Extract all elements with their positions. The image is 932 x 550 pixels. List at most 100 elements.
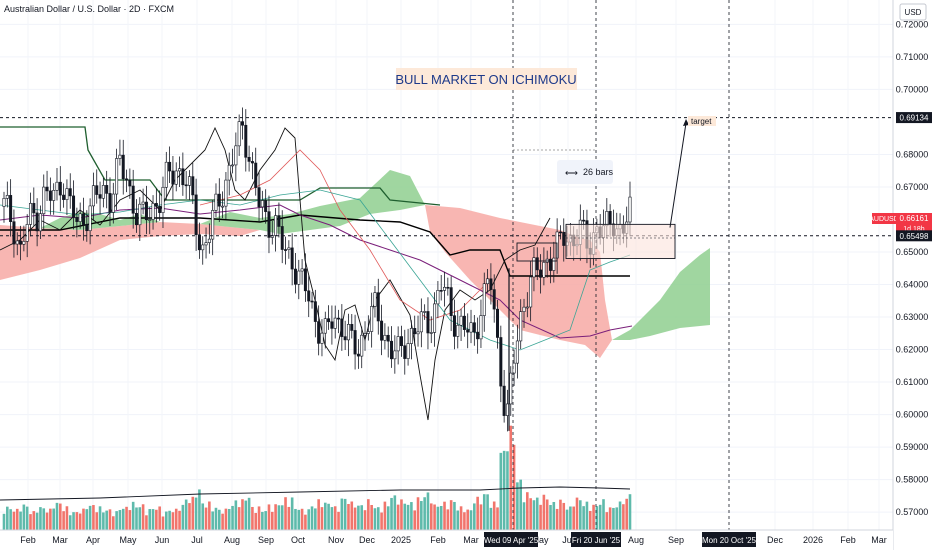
candle	[366, 331, 370, 334]
time-ticks: Feb Mar Apr May Jun Jul Aug Sep Oct Nov Dec 2025 Feb…	[20, 535, 887, 545]
candle	[390, 340, 394, 360]
price-tick-label: 0.72000	[896, 19, 929, 29]
volume-bar	[615, 507, 619, 530]
volume-bar	[373, 508, 377, 530]
volume-bar	[410, 502, 413, 530]
volume-bar	[231, 505, 234, 530]
volume-bar	[350, 501, 354, 530]
currency-button[interactable]	[899, 3, 927, 21]
candle	[187, 176, 191, 186]
candle	[12, 221, 16, 245]
candle	[290, 247, 294, 270]
volume-bar	[569, 506, 572, 530]
time-tick-label: Oct	[291, 535, 306, 545]
projection-box[interactable]	[565, 223, 676, 259]
volume-bar	[22, 504, 26, 530]
volume-bar	[65, 506, 69, 530]
consolidation-box[interactable]	[516, 242, 558, 262]
volume-bar	[161, 516, 165, 530]
cloud-red-1	[0, 222, 260, 280]
target-arrow[interactable]	[669, 122, 687, 228]
candle	[469, 322, 473, 333]
volume-bar	[211, 511, 214, 530]
volume-bar	[75, 512, 79, 530]
price-tick-label: 0.60000	[896, 410, 929, 420]
candle	[363, 333, 367, 336]
volume-bar	[585, 501, 589, 530]
candle	[370, 306, 374, 332]
volume-bar	[224, 508, 228, 530]
candle	[171, 170, 175, 185]
volume-bar	[280, 505, 284, 530]
candle	[141, 201, 145, 205]
volume-bar	[390, 497, 393, 530]
volume-bar	[565, 509, 569, 530]
candle	[396, 336, 400, 352]
time-tick-label: Jul	[191, 535, 203, 545]
candle	[489, 278, 493, 290]
candle	[28, 203, 32, 225]
volume-bar	[98, 506, 102, 530]
volume-bar	[466, 509, 470, 530]
volume-bar	[526, 492, 529, 530]
volume-bar	[237, 507, 241, 530]
time-tick-label: May	[531, 535, 549, 545]
candle	[148, 219, 152, 221]
target-label[interactable]: target	[691, 117, 712, 126]
candle	[562, 231, 566, 246]
candle	[416, 331, 420, 335]
volume-bar	[605, 512, 609, 530]
volume-bar	[141, 504, 145, 530]
volume-bar	[45, 512, 49, 530]
candle	[48, 190, 52, 201]
candle	[317, 321, 321, 344]
candle	[433, 303, 437, 333]
volume-bar	[463, 512, 466, 530]
price-axis[interactable]	[893, 0, 932, 550]
candle	[264, 200, 268, 212]
candle	[128, 179, 132, 187]
volume-bar	[343, 498, 347, 530]
volume-bar	[188, 503, 191, 530]
time-axis[interactable]	[0, 530, 893, 550]
volume-bar	[184, 499, 188, 530]
candle	[383, 334, 387, 341]
volume-bar	[128, 510, 132, 530]
candle	[280, 226, 284, 250]
volume-bar	[347, 503, 350, 530]
red-thin-line	[199, 149, 491, 321]
candle	[346, 324, 350, 341]
volume-bar	[314, 508, 317, 530]
candle	[260, 200, 264, 208]
candle	[234, 145, 238, 166]
volume-bar	[618, 501, 622, 530]
candle	[459, 315, 463, 326]
volume-bar	[88, 505, 92, 530]
countdown-label: 1d 18h	[903, 226, 925, 233]
volume-bar	[420, 501, 423, 530]
candle	[380, 320, 384, 341]
bars-count-box[interactable]	[557, 160, 613, 184]
grid	[0, 0, 893, 530]
candle	[320, 332, 324, 344]
candle	[277, 215, 281, 227]
candle	[207, 238, 211, 243]
candle	[174, 170, 178, 185]
time-tick-label: Dec	[767, 535, 784, 545]
candle	[429, 332, 433, 334]
volume-bar	[42, 508, 46, 530]
candle	[81, 213, 85, 225]
candle	[360, 334, 364, 357]
chart-title[interactable]: BULL MARKET ON ICHIMOKU	[395, 72, 576, 87]
volume-bar	[582, 506, 585, 530]
candle	[181, 168, 185, 186]
volume-bar	[138, 507, 142, 530]
teal-thin-line	[0, 189, 631, 351]
candle	[605, 211, 609, 227]
candle	[244, 124, 248, 158]
candle	[214, 193, 218, 211]
volume-bar	[320, 507, 324, 530]
volume-bar	[323, 502, 327, 530]
symbol-title[interactable]: Australian Dollar / U.S. Dollar · 2D · F…	[4, 4, 174, 14]
volume-bar	[608, 507, 612, 530]
